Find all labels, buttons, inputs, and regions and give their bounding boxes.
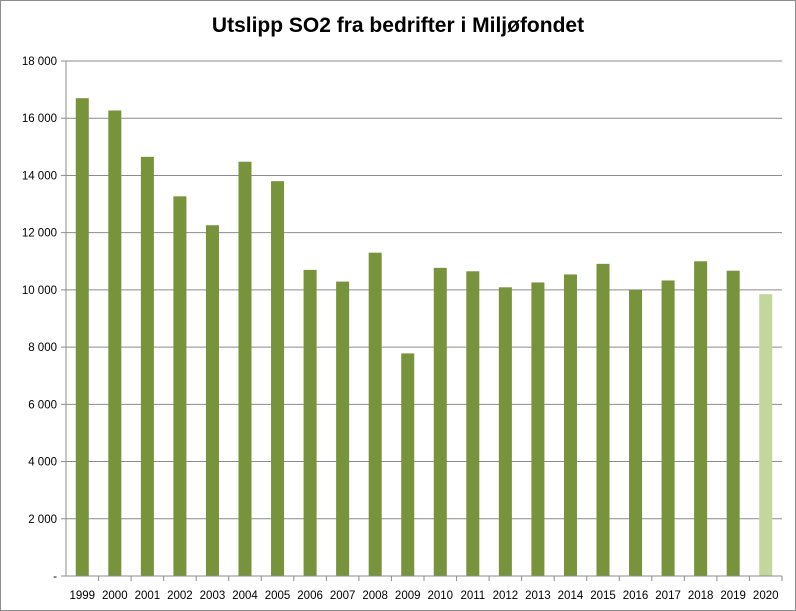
x-tick-label: 2008 [362, 590, 388, 602]
x-tick-label: 2012 [493, 590, 519, 602]
bar-2011 [466, 271, 480, 576]
bar-1999 [75, 98, 89, 576]
bar-2018 [694, 261, 708, 576]
y-tick-label: 16 000 [22, 113, 57, 125]
bar-2017 [661, 280, 675, 576]
y-tick-label: 8 000 [28, 342, 57, 354]
bar-2000 [108, 110, 122, 576]
bar-2004 [238, 161, 252, 576]
y-tick-label: 18 000 [22, 56, 57, 68]
bar-2005 [271, 181, 285, 576]
x-tick-label: 2007 [330, 590, 356, 602]
x-tick-label: 2000 [102, 590, 128, 602]
bar-2006 [303, 269, 317, 576]
bar-2013 [531, 282, 545, 576]
x-tick-label: 2020 [753, 590, 779, 602]
x-tick-label: 2011 [460, 590, 485, 602]
bar-2016 [629, 289, 643, 576]
x-tick-label: 2015 [590, 590, 616, 602]
bar-2015 [596, 263, 610, 576]
x-tick-label: 2010 [427, 590, 453, 602]
bar-2003 [205, 225, 219, 576]
x-tick-label: 2005 [265, 590, 291, 602]
x-tick-label: 2002 [167, 590, 193, 602]
bar-2009 [401, 353, 415, 576]
x-tick-label: 2013 [525, 590, 551, 602]
y-tick-label: 2 000 [28, 514, 57, 526]
y-tick-label: 12 000 [22, 228, 57, 240]
x-tick-label: 1999 [69, 590, 95, 602]
x-tick-label: 2018 [688, 590, 714, 602]
bar-2020 [759, 294, 773, 576]
bar-2007 [336, 281, 350, 576]
bar-2008 [368, 252, 382, 576]
y-tick-label: 10 000 [22, 285, 57, 297]
x-tick-label: 2017 [655, 590, 681, 602]
x-tick-label: 2016 [623, 590, 649, 602]
bar-2001 [140, 156, 154, 576]
x-tick-label: 2001 [135, 590, 161, 602]
x-tick-label: 2006 [297, 590, 323, 602]
bar-2012 [498, 287, 512, 576]
chart-title: Utslipp SO2 fra bedrifter i Miljøfondet [211, 14, 585, 37]
y-tick-label: 14 000 [22, 170, 57, 182]
y-tick-label: - [53, 571, 57, 583]
x-tick-label: 2004 [232, 590, 258, 602]
y-tick-label: 6 000 [28, 399, 57, 411]
x-tick-label: 2009 [395, 590, 421, 602]
bar-2014 [563, 274, 577, 576]
bar-2019 [726, 270, 740, 576]
x-tick-label: 2014 [558, 590, 584, 602]
bar-2002 [173, 196, 187, 576]
bar-2010 [433, 267, 447, 576]
x-tick-label: 2003 [200, 590, 226, 602]
x-tick-label: 2019 [720, 590, 746, 602]
y-tick-label: 4 000 [28, 457, 57, 469]
